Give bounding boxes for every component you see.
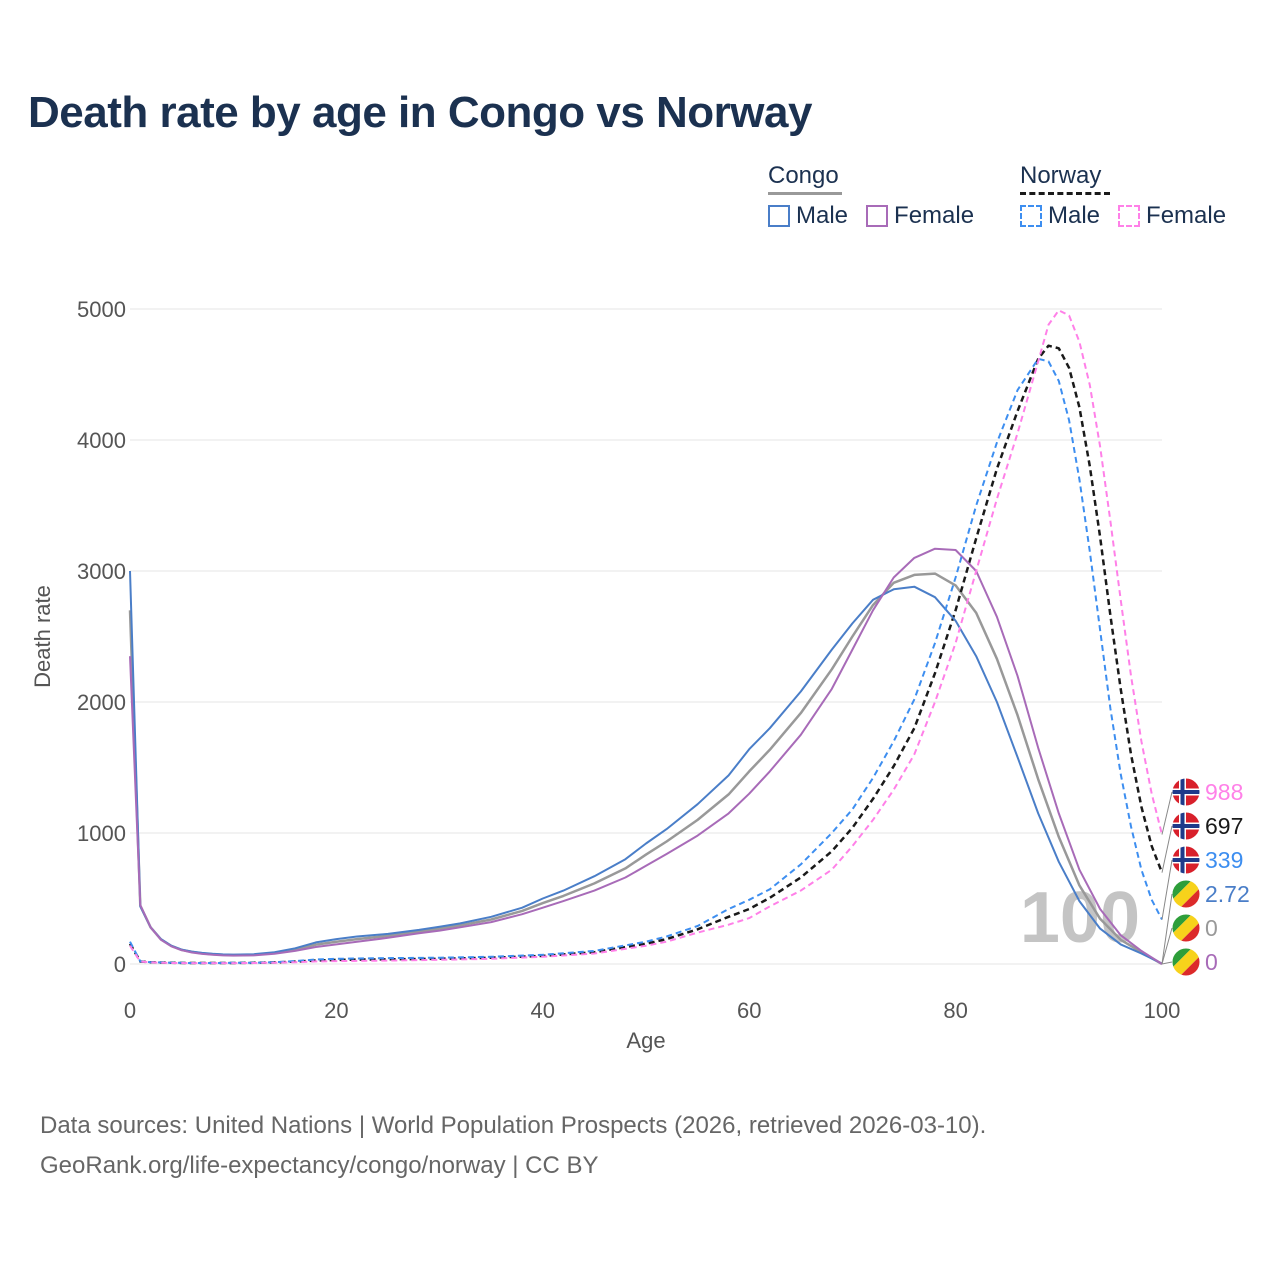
- end-label-connector: [1161, 825, 1173, 873]
- x-tick-label: 100: [1144, 998, 1181, 1023]
- end-label-connector: [1161, 961, 1173, 965]
- legend-norway-male[interactable]: Male: [1020, 202, 1100, 230]
- end-value-label: 988: [1205, 779, 1243, 805]
- congo-flag-icon: [1172, 914, 1200, 942]
- legend-congo-male-label: Male: [796, 202, 849, 229]
- x-tick-label: 40: [531, 998, 555, 1023]
- end-value-label: 0: [1205, 949, 1218, 975]
- x-tick-label: 0: [124, 998, 136, 1023]
- source-note: Data sources: United Nations | World Pop…: [40, 1106, 986, 1186]
- y-axis-label: Death rate: [30, 585, 55, 688]
- source-line-1: Data sources: United Nations | World Pop…: [40, 1112, 987, 1139]
- y-tick-label: 0: [114, 952, 126, 977]
- congo-flag-icon: [1172, 948, 1200, 976]
- legend-norway-male-label: Male: [1048, 202, 1101, 229]
- legend-congo-line: [768, 192, 842, 195]
- legend-norway-female-label: Female: [1146, 202, 1227, 229]
- legend-norway-line: [1020, 192, 1110, 195]
- legend-congo-title: Congo: [768, 162, 839, 189]
- end-value-label: 2.72: [1205, 881, 1250, 907]
- x-axis-label: Age: [626, 1028, 665, 1053]
- end-label-connector: [1161, 893, 1173, 964]
- y-tick-label: 4000: [77, 428, 126, 453]
- end-value-label: 0: [1205, 915, 1218, 941]
- x-tick-label: 20: [324, 998, 348, 1023]
- y-tick-label: 1000: [77, 821, 126, 846]
- source-line-2[interactable]: GeoRank.org/life-expectancy/congo/norway…: [40, 1152, 599, 1179]
- series-line-norway-female: [129, 309, 1163, 965]
- x-tick-label: 80: [943, 998, 967, 1023]
- norway-flag-icon: [1172, 778, 1200, 806]
- norway-flag-icon: [1172, 812, 1200, 840]
- x-tick-label: 60: [737, 998, 761, 1023]
- chart-title: Death rate by age in Congo vs Norway: [28, 88, 812, 137]
- legend-norway: Norway Male Female: [1020, 162, 1260, 242]
- norway-flag-icon: [1172, 846, 1200, 874]
- legend-norway-female-swatch: [1118, 205, 1141, 227]
- end-value-label: 339: [1205, 847, 1243, 873]
- series-line-norway-male: [129, 357, 1163, 964]
- legend-congo-male-swatch: [768, 205, 790, 227]
- legend-congo: Congo Male Female: [768, 162, 1008, 242]
- series-line-congo-total: [128, 572, 1163, 966]
- legend-congo-female-swatch: [866, 205, 889, 227]
- legend-congo-female[interactable]: Female: [866, 202, 974, 230]
- legend-congo-male[interactable]: Male: [768, 202, 848, 230]
- congo-flag-icon: [1172, 880, 1200, 908]
- y-tick-label: 3000: [77, 559, 126, 584]
- legend-norway-male-swatch: [1020, 205, 1042, 227]
- series-line-congo-male: [129, 570, 1163, 965]
- series-line-congo-female: [129, 547, 1163, 965]
- legend-congo-female-label: Female: [894, 202, 975, 229]
- legend-norway-title: Norway: [1020, 162, 1102, 189]
- end-label-connector: [1161, 859, 1173, 920]
- y-tick-label: 2000: [77, 690, 126, 715]
- end-label-connector: [1161, 791, 1173, 835]
- y-tick-label: 5000: [77, 297, 126, 322]
- legend-norway-female[interactable]: Female: [1118, 202, 1226, 230]
- death-rate-chart: 0 1000 2000 3000 4000 5000 0 20 40 60 80 100 Age Deat…: [30, 297, 1250, 1053]
- series-line-norway-total: [128, 344, 1164, 965]
- end-value-label: 697: [1205, 813, 1243, 839]
- end-label-connector: [1161, 927, 1173, 965]
